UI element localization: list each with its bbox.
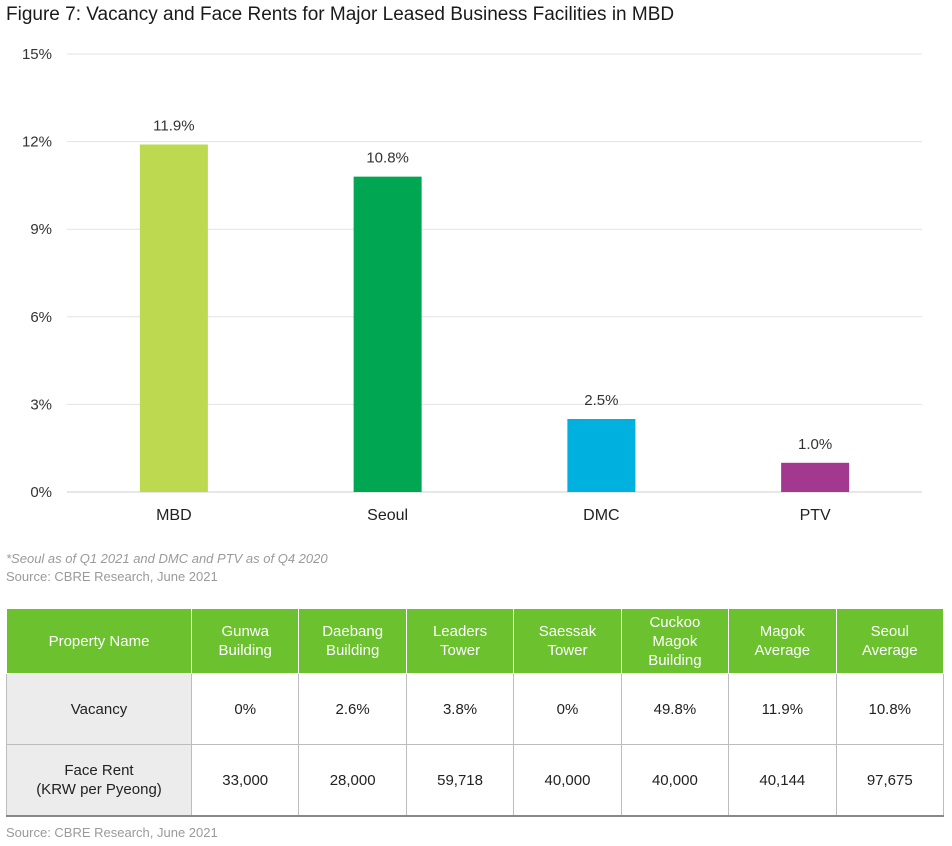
table-cell: 40,144 bbox=[728, 744, 837, 817]
vacancy-bar-chart: 0% 3% 6% 9% 12% 15% 11.9% MBD 10.8% Seoul 2.5% DMC 1… bbox=[22, 46, 922, 524]
table-cell: 2.6% bbox=[298, 673, 407, 745]
table-cell: 97,675 bbox=[835, 744, 945, 817]
x-tick-label: PTV bbox=[800, 507, 831, 524]
table-cell: 11.9% bbox=[728, 673, 837, 745]
table-row-vacancy: Vacancy 0% 2.6% 3.8% 0% 49.8% 11.9% 10.8… bbox=[6, 673, 945, 745]
table-source: Source: CBRE Research, June 2021 bbox=[6, 825, 218, 840]
y-tick-label: 3% bbox=[30, 396, 52, 413]
table-cell: 3.8% bbox=[405, 673, 515, 745]
y-tick-label: 6% bbox=[30, 309, 52, 326]
table-cell: 28,000 bbox=[298, 744, 407, 817]
data-label: 11.9% bbox=[153, 118, 194, 135]
row-label-vacancy: Vacancy bbox=[6, 673, 192, 745]
row-label-face-rent: Face Rent (KRW per Pyeong) bbox=[6, 744, 192, 817]
y-tick-label: 0% bbox=[30, 484, 52, 501]
data-label: 1.0% bbox=[798, 436, 832, 453]
table-cell: 59,718 bbox=[405, 744, 515, 817]
table-cell: 33,000 bbox=[190, 744, 300, 817]
data-label: 2.5% bbox=[584, 392, 618, 409]
data-label: 10.8% bbox=[366, 150, 409, 167]
chart-footnote: *Seoul as of Q1 2021 and DMC and PTV as … bbox=[6, 551, 328, 566]
table-cell: 40,000 bbox=[620, 744, 730, 817]
y-tick-label: 9% bbox=[30, 221, 52, 238]
header-seoul-average: Seoul Average bbox=[835, 608, 945, 674]
header-property-name: Property Name bbox=[6, 608, 192, 674]
table-header-row: Property Name Gunwa Building Daebang Bui… bbox=[6, 608, 945, 674]
header-cuckoo-magok-building: Cuckoo Magok Building bbox=[620, 608, 730, 674]
figure-title: Figure 7: Vacancy and Face Rents for Maj… bbox=[6, 4, 675, 25]
bar bbox=[353, 176, 422, 492]
x-tick-label: Seoul bbox=[367, 507, 408, 524]
table-cell: 49.8% bbox=[620, 673, 730, 745]
x-tick-label: DMC bbox=[583, 507, 619, 524]
bar bbox=[139, 144, 208, 492]
bar bbox=[781, 462, 850, 492]
property-table: Property Name Gunwa Building Daebang Bui… bbox=[6, 608, 945, 817]
table-cell: 0% bbox=[513, 673, 622, 745]
header-saessak-tower: Saessak Tower bbox=[513, 608, 622, 674]
y-tick-label: 15% bbox=[22, 46, 52, 63]
table-cell: 10.8% bbox=[835, 673, 945, 745]
header-leaders-tower: Leaders Tower bbox=[405, 608, 515, 674]
x-tick-label: MBD bbox=[156, 507, 192, 524]
header-daebang-building: Daebang Building bbox=[298, 608, 407, 674]
header-magok-average: Magok Average bbox=[728, 608, 837, 674]
table-row-face-rent: Face Rent (KRW per Pyeong) 33,000 28,000… bbox=[6, 744, 945, 817]
bar bbox=[567, 419, 636, 492]
y-tick-label: 12% bbox=[22, 134, 52, 151]
chart-source: Source: CBRE Research, June 2021 bbox=[6, 569, 218, 584]
table-cell: 40,000 bbox=[513, 744, 622, 817]
header-gunwa-building: Gunwa Building bbox=[190, 608, 300, 674]
table-cell: 0% bbox=[190, 673, 300, 745]
